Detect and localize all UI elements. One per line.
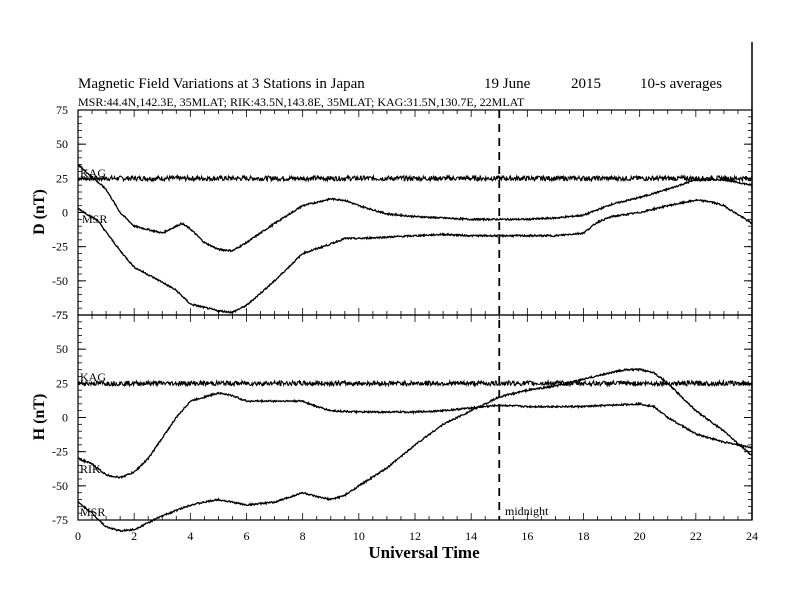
d-ytick-label: -75 — [52, 308, 68, 322]
xtick-label: 20 — [634, 529, 646, 543]
h-panel-ticks: 75 50 25 0 -25 -50 -75 — [52, 308, 753, 527]
h-panel-ylabel: H (nT) — [31, 394, 48, 441]
h-kag-label: KAG — [80, 370, 106, 384]
chart-date: 19 June — [484, 76, 531, 92]
xtick-label: 22 — [690, 529, 702, 543]
xtick-label: 4 — [187, 529, 193, 543]
chart-averaging: 10-s averages — [640, 76, 722, 92]
d-series-msr — [77, 198, 753, 314]
d-msr-label: MSR — [82, 212, 107, 226]
xtick-label: 18 — [578, 529, 590, 543]
d-ytick-label: -50 — [52, 274, 68, 288]
x-axis-ticks: 0 2 4 6 8 10 12 14 16 18 20 22 24 — [75, 529, 758, 543]
d-series-upper — [77, 163, 753, 253]
xtick-label: 14 — [465, 529, 477, 543]
h-ytick-label: -50 — [52, 479, 68, 493]
h-series-kag — [77, 378, 753, 388]
h-ytick-label: -25 — [52, 445, 68, 459]
xtick-label: 8 — [300, 529, 306, 543]
d-kag-label: KAG — [80, 166, 106, 180]
h-panel-frame — [77, 314, 753, 521]
h-ytick-label: 75 — [56, 308, 68, 322]
x-axis-label: Universal Time — [368, 543, 480, 562]
h-series-msr — [77, 367, 753, 533]
h-msr-label: MSR — [80, 505, 105, 519]
midnight-label: midnight — [505, 504, 549, 518]
chart-title: Magnetic Field Variations at 3 Stations … — [78, 76, 365, 92]
d-panel-series — [77, 163, 753, 314]
xtick-label: 2 — [131, 529, 137, 543]
xtick-label: 6 — [244, 529, 250, 543]
h-ytick-label: 50 — [56, 342, 68, 356]
d-ytick-label: 75 — [56, 103, 68, 117]
xtick-label: 16 — [521, 529, 533, 543]
h-ytick-label: -75 — [52, 513, 68, 527]
xtick-label: 10 — [353, 529, 365, 543]
d-ytick-label: -25 — [52, 240, 68, 254]
d-panel-ylabel: D (nT) — [31, 189, 48, 235]
chart-year: 2015 — [571, 76, 601, 92]
xtick-label: 24 — [746, 529, 758, 543]
d-ytick-label: 25 — [56, 171, 68, 185]
xtick-label: 12 — [409, 529, 421, 543]
h-ytick-label: 25 — [56, 376, 68, 390]
h-ytick-label: 0 — [62, 411, 68, 425]
h-rik-label: RIK — [80, 462, 101, 476]
d-ytick-label: 50 — [56, 137, 68, 151]
xtick-label: 0 — [75, 529, 81, 543]
d-series-kag — [77, 173, 753, 183]
stations-info: MSR:44.4N,142.3E, 35MLAT; RIK:43.5N,143.… — [78, 95, 525, 109]
d-ytick-label: 0 — [62, 206, 68, 220]
h-panel-series — [77, 367, 753, 533]
d-panel-frame — [77, 109, 753, 316]
h-series-rik — [77, 391, 753, 480]
